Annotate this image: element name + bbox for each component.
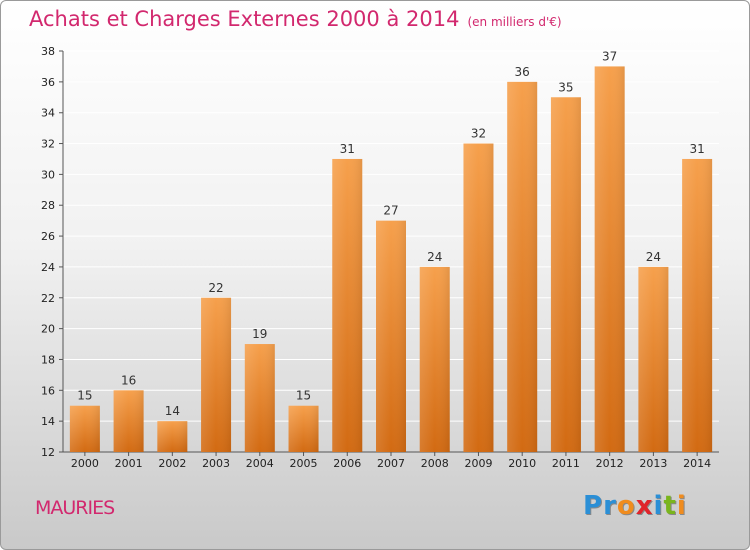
bar-value-label: 37	[602, 49, 617, 63]
logo-letter: x	[635, 491, 654, 521]
x-tick-label: 2014	[683, 457, 711, 470]
bar-shade	[594, 66, 625, 452]
y-tick-label: 36	[41, 76, 55, 89]
chart-title-text: Achats et Charges Externes 2000 à 2014	[29, 7, 460, 31]
x-tick-label: 2001	[115, 457, 143, 470]
y-tick-label: 28	[41, 199, 55, 212]
bar-shade	[507, 81, 538, 452]
bars: 15 16 14 22 19 15 31 27 24 32 36 35 37 24 31	[69, 49, 713, 453]
x-tick-label: 2003	[202, 457, 230, 470]
bar-value-label: 16	[121, 373, 136, 387]
x-tick-label: 2009	[464, 457, 492, 470]
bar-shade	[288, 405, 319, 452]
y-tick-label: 22	[41, 292, 55, 305]
x-tick-label: 2007	[377, 457, 405, 470]
proxiti-logo[interactable]: Proxiti	[583, 491, 687, 521]
bar-shade	[638, 266, 669, 452]
bar-value-label: 15	[77, 389, 92, 403]
bar-value-label: 35	[558, 80, 573, 94]
y-tick-label: 16	[41, 384, 55, 397]
commune-name: MAURIES	[35, 497, 115, 519]
logo-letter: o	[616, 491, 636, 521]
bar-value-label: 22	[208, 281, 223, 295]
bar-shade	[419, 266, 450, 452]
bar-value-label: 24	[646, 250, 661, 264]
x-tick-label: 2008	[421, 457, 449, 470]
bar-value-label: 32	[471, 127, 486, 141]
logo-letter: i	[653, 491, 664, 521]
unit-note: (en milliers d'€)	[467, 15, 562, 29]
bar-value-label: 19	[252, 327, 267, 341]
bar-value-label: 27	[383, 204, 398, 218]
bar-shade	[69, 405, 100, 452]
x-tick-label: 2000	[71, 457, 99, 470]
bar-shade	[244, 344, 275, 452]
bar-shade	[113, 390, 144, 452]
logo-letter: i	[676, 491, 687, 521]
x-tick-label: 2011	[552, 457, 580, 470]
bar-value-label: 24	[427, 250, 442, 264]
bar-value-label: 15	[296, 389, 311, 403]
bar-shade	[376, 220, 406, 452]
x-tick-label: 2005	[290, 457, 318, 470]
x-axis: 2000 2001 2002 2003 2004 2005 2006 2007 2008 2009…	[71, 452, 711, 470]
x-tick-label: 2013	[639, 457, 667, 470]
bar-shade	[550, 97, 581, 453]
logo-letter: t	[663, 491, 677, 521]
y-tick-label: 38	[41, 45, 55, 58]
y-tick-label: 20	[41, 323, 55, 336]
y-tick-label: 30	[41, 168, 55, 181]
y-tick-label: 26	[41, 230, 55, 243]
y-tick-label: 14	[41, 415, 55, 428]
y-tick-label: 24	[41, 261, 55, 274]
bar-value-label: 36	[515, 65, 530, 79]
bar-value-label: 14	[165, 404, 180, 418]
x-tick-label: 2006	[333, 457, 361, 470]
x-tick-label: 2002	[158, 457, 186, 470]
y-tick-label: 12	[41, 446, 55, 459]
bar-shade	[463, 143, 494, 453]
bar-shade	[332, 158, 363, 452]
bar-value-label: 31	[689, 142, 704, 156]
y-tick-label: 34	[41, 107, 55, 120]
bar-shade	[201, 297, 232, 452]
x-tick-label: 2012	[596, 457, 624, 470]
y-tick-label: 18	[41, 353, 55, 366]
y-tick-label: 32	[41, 138, 55, 151]
chart-title: Achats et Charges Externes 2000 à 2014 (e…	[29, 7, 562, 31]
logo-letter: r	[603, 491, 617, 521]
x-tick-label: 2004	[246, 457, 274, 470]
x-tick-label: 2010	[508, 457, 536, 470]
bar-shade	[157, 421, 188, 452]
bar-shade	[682, 158, 713, 452]
bar-value-label: 31	[340, 142, 355, 156]
logo-letter: P	[583, 491, 604, 521]
